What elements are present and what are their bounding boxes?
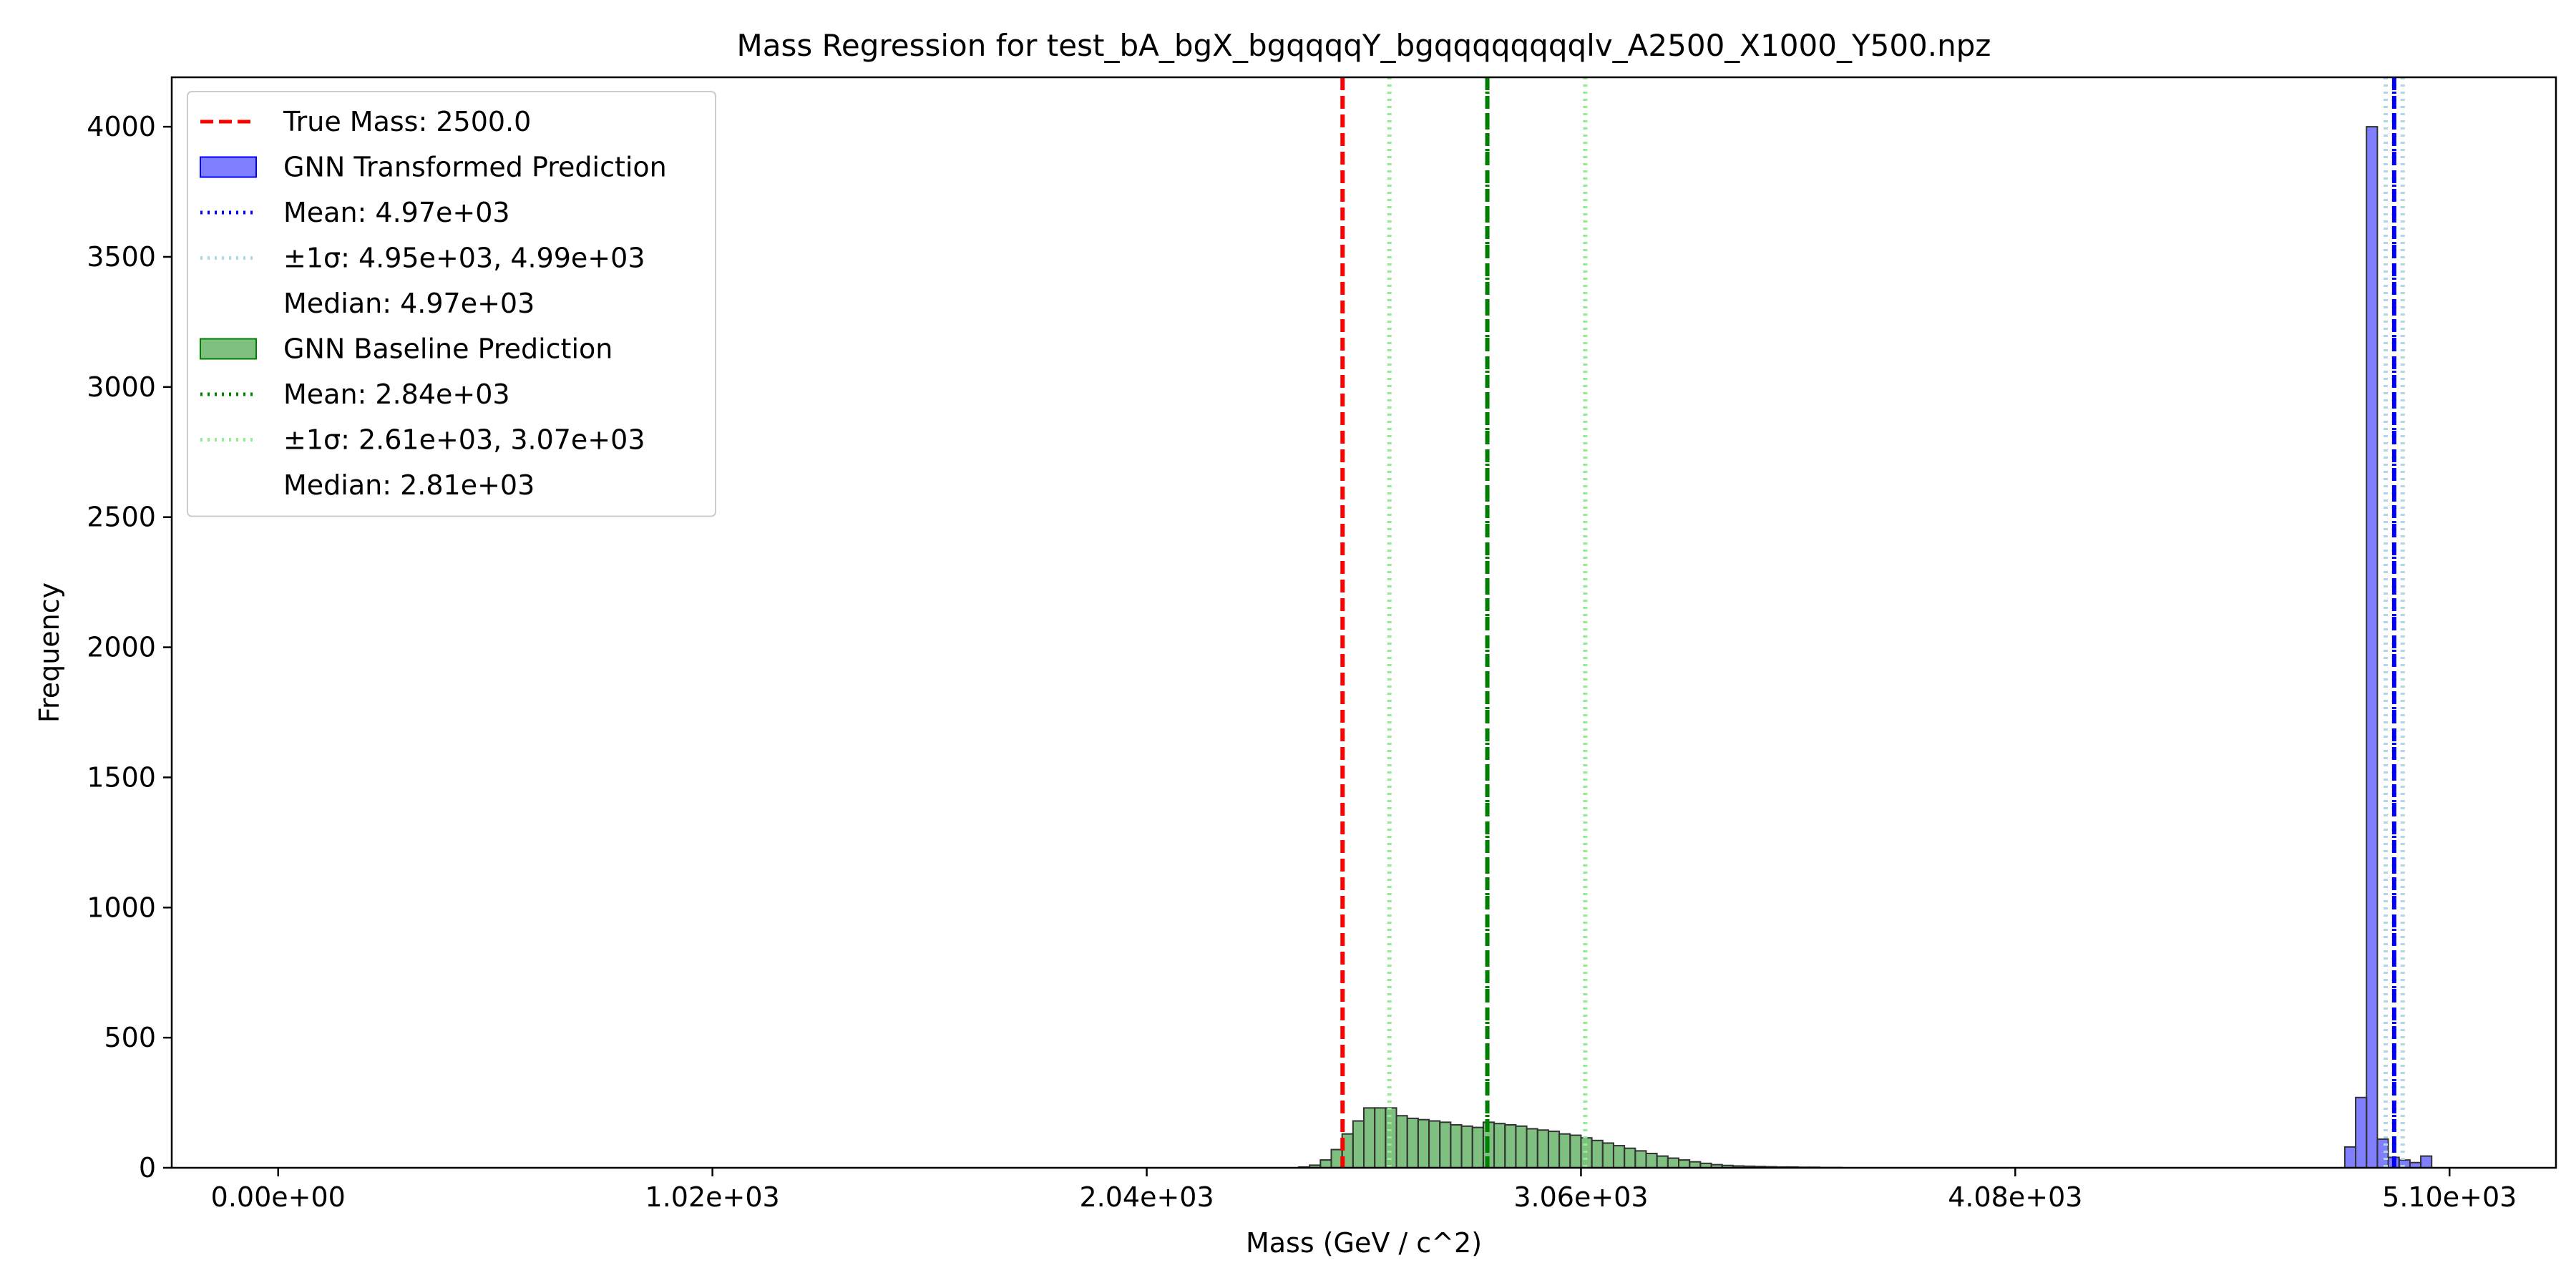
histogram-bar xyxy=(1689,1161,1702,1169)
histogram-bar xyxy=(1460,1125,1473,1169)
legend-item: True Mass: 2500.0 xyxy=(200,106,531,137)
y-tick-label: 3500 xyxy=(87,241,156,273)
histogram-bar xyxy=(1504,1123,1517,1169)
legend-item: GNN Baseline Prediction xyxy=(200,333,613,365)
histogram-bar xyxy=(1580,1137,1593,1169)
x-tick-label: 0.00e+00 xyxy=(211,1181,346,1213)
histogram-bar xyxy=(1678,1159,1691,1169)
x-tick-label: 1.02e+03 xyxy=(645,1181,780,1213)
legend-label: ±1σ: 2.61e+03, 3.07e+03 xyxy=(283,424,645,456)
axes-frame xyxy=(170,76,2557,1169)
legend-item: Median: 4.97e+03 xyxy=(283,288,535,319)
legend-patch-swatch xyxy=(200,338,257,360)
histogram-bar xyxy=(1406,1117,1419,1169)
legend-item: Mean: 4.97e+03 xyxy=(200,197,510,228)
histogram-bar xyxy=(1569,1134,1582,1169)
histogram-bar xyxy=(1363,1107,1376,1169)
x-tick-label: 4.08e+03 xyxy=(1948,1181,2082,1213)
x-tick-label: 5.10e+03 xyxy=(2382,1181,2517,1213)
histogram-bar xyxy=(1601,1142,1614,1169)
histogram-bar xyxy=(1624,1147,1636,1169)
legend-label: Median: 4.97e+03 xyxy=(283,288,535,319)
legend-box xyxy=(187,91,716,517)
histogram-bar xyxy=(1439,1121,1452,1169)
legend-label: Mean: 2.84e+03 xyxy=(283,379,510,410)
histogram-bar xyxy=(1471,1126,1484,1169)
legend-label: ±1σ: 4.95e+03, 4.99e+03 xyxy=(283,243,645,274)
histogram-bar xyxy=(1634,1150,1647,1169)
plot-area: 0.00e+00 1.02e+03 2.04e+03 3.06e+03 4.08e+03… xyxy=(87,76,2557,1213)
y-axis-label: Frequency xyxy=(34,582,65,723)
histogram-bar xyxy=(1352,1120,1365,1169)
y-tick-label: 1500 xyxy=(87,761,156,793)
y-tick-label: 2000 xyxy=(87,632,156,663)
legend-label: True Mass: 2500.0 xyxy=(283,106,531,137)
y-tick-label: 0 xyxy=(139,1152,156,1184)
histogram-bar xyxy=(1536,1129,1549,1169)
histogram-bar xyxy=(1395,1115,1408,1169)
histogram-bar xyxy=(1656,1155,1669,1169)
legend-label: Mean: 4.97e+03 xyxy=(283,197,510,228)
histogram-bar xyxy=(2420,1155,2433,1169)
histogram-bar xyxy=(1526,1128,1538,1169)
legend-item: ±1σ: 2.61e+03, 3.07e+03 xyxy=(200,424,645,456)
histogram-bar xyxy=(1428,1120,1441,1169)
y-tick-label: 3000 xyxy=(87,371,156,403)
histogram-bar xyxy=(1591,1139,1604,1169)
histogram-bar xyxy=(1493,1123,1506,1169)
legend-item: Median: 2.81e+03 xyxy=(283,469,535,501)
histogram-bar xyxy=(2366,126,2379,1169)
x-tick-label: 3.06e+03 xyxy=(1513,1181,1648,1213)
legend-patch-swatch xyxy=(200,156,257,178)
legend-item: ±1σ: 4.95e+03, 4.99e+03 xyxy=(200,243,645,274)
y-tick-label: 4000 xyxy=(87,111,156,142)
histogram-bar xyxy=(1547,1131,1561,1169)
histogram-bar xyxy=(2376,1138,2389,1169)
histogram-bar xyxy=(2343,1146,2357,1169)
legend-item: GNN Transformed Prediction xyxy=(200,152,667,183)
y-tick-label: 500 xyxy=(104,1022,156,1053)
y-tick-label: 1000 xyxy=(87,892,156,923)
y-tick-label: 2500 xyxy=(87,502,156,533)
histogram-bar xyxy=(1612,1145,1626,1169)
histogram-bar xyxy=(1645,1152,1658,1169)
x-axis-label: Mass (GeV / c^2) xyxy=(1246,1227,1482,1259)
chart-title: Mass Regression for test_bA_bgX_bgqqqqY_… xyxy=(737,28,1991,63)
histogram-bar xyxy=(1374,1107,1387,1169)
histogram-bar xyxy=(2355,1096,2368,1169)
histogram-bar xyxy=(1450,1123,1463,1169)
histogram-bar xyxy=(1558,1133,1571,1169)
histogram-bar xyxy=(1417,1118,1430,1169)
legend-label: GNN Transformed Prediction xyxy=(283,152,667,183)
legend: True Mass: 2500.0 GNN Transformed Predict… xyxy=(187,91,716,517)
legend-label: GNN Baseline Prediction xyxy=(283,333,613,365)
histogram-bar xyxy=(1319,1159,1332,1169)
histogram-bar xyxy=(1667,1157,1680,1169)
legend-item: Mean: 2.84e+03 xyxy=(200,379,510,410)
legend-label: Median: 2.81e+03 xyxy=(283,469,535,501)
histogram-bar xyxy=(1515,1125,1528,1169)
x-tick-label: 2.04e+03 xyxy=(1079,1181,1214,1213)
